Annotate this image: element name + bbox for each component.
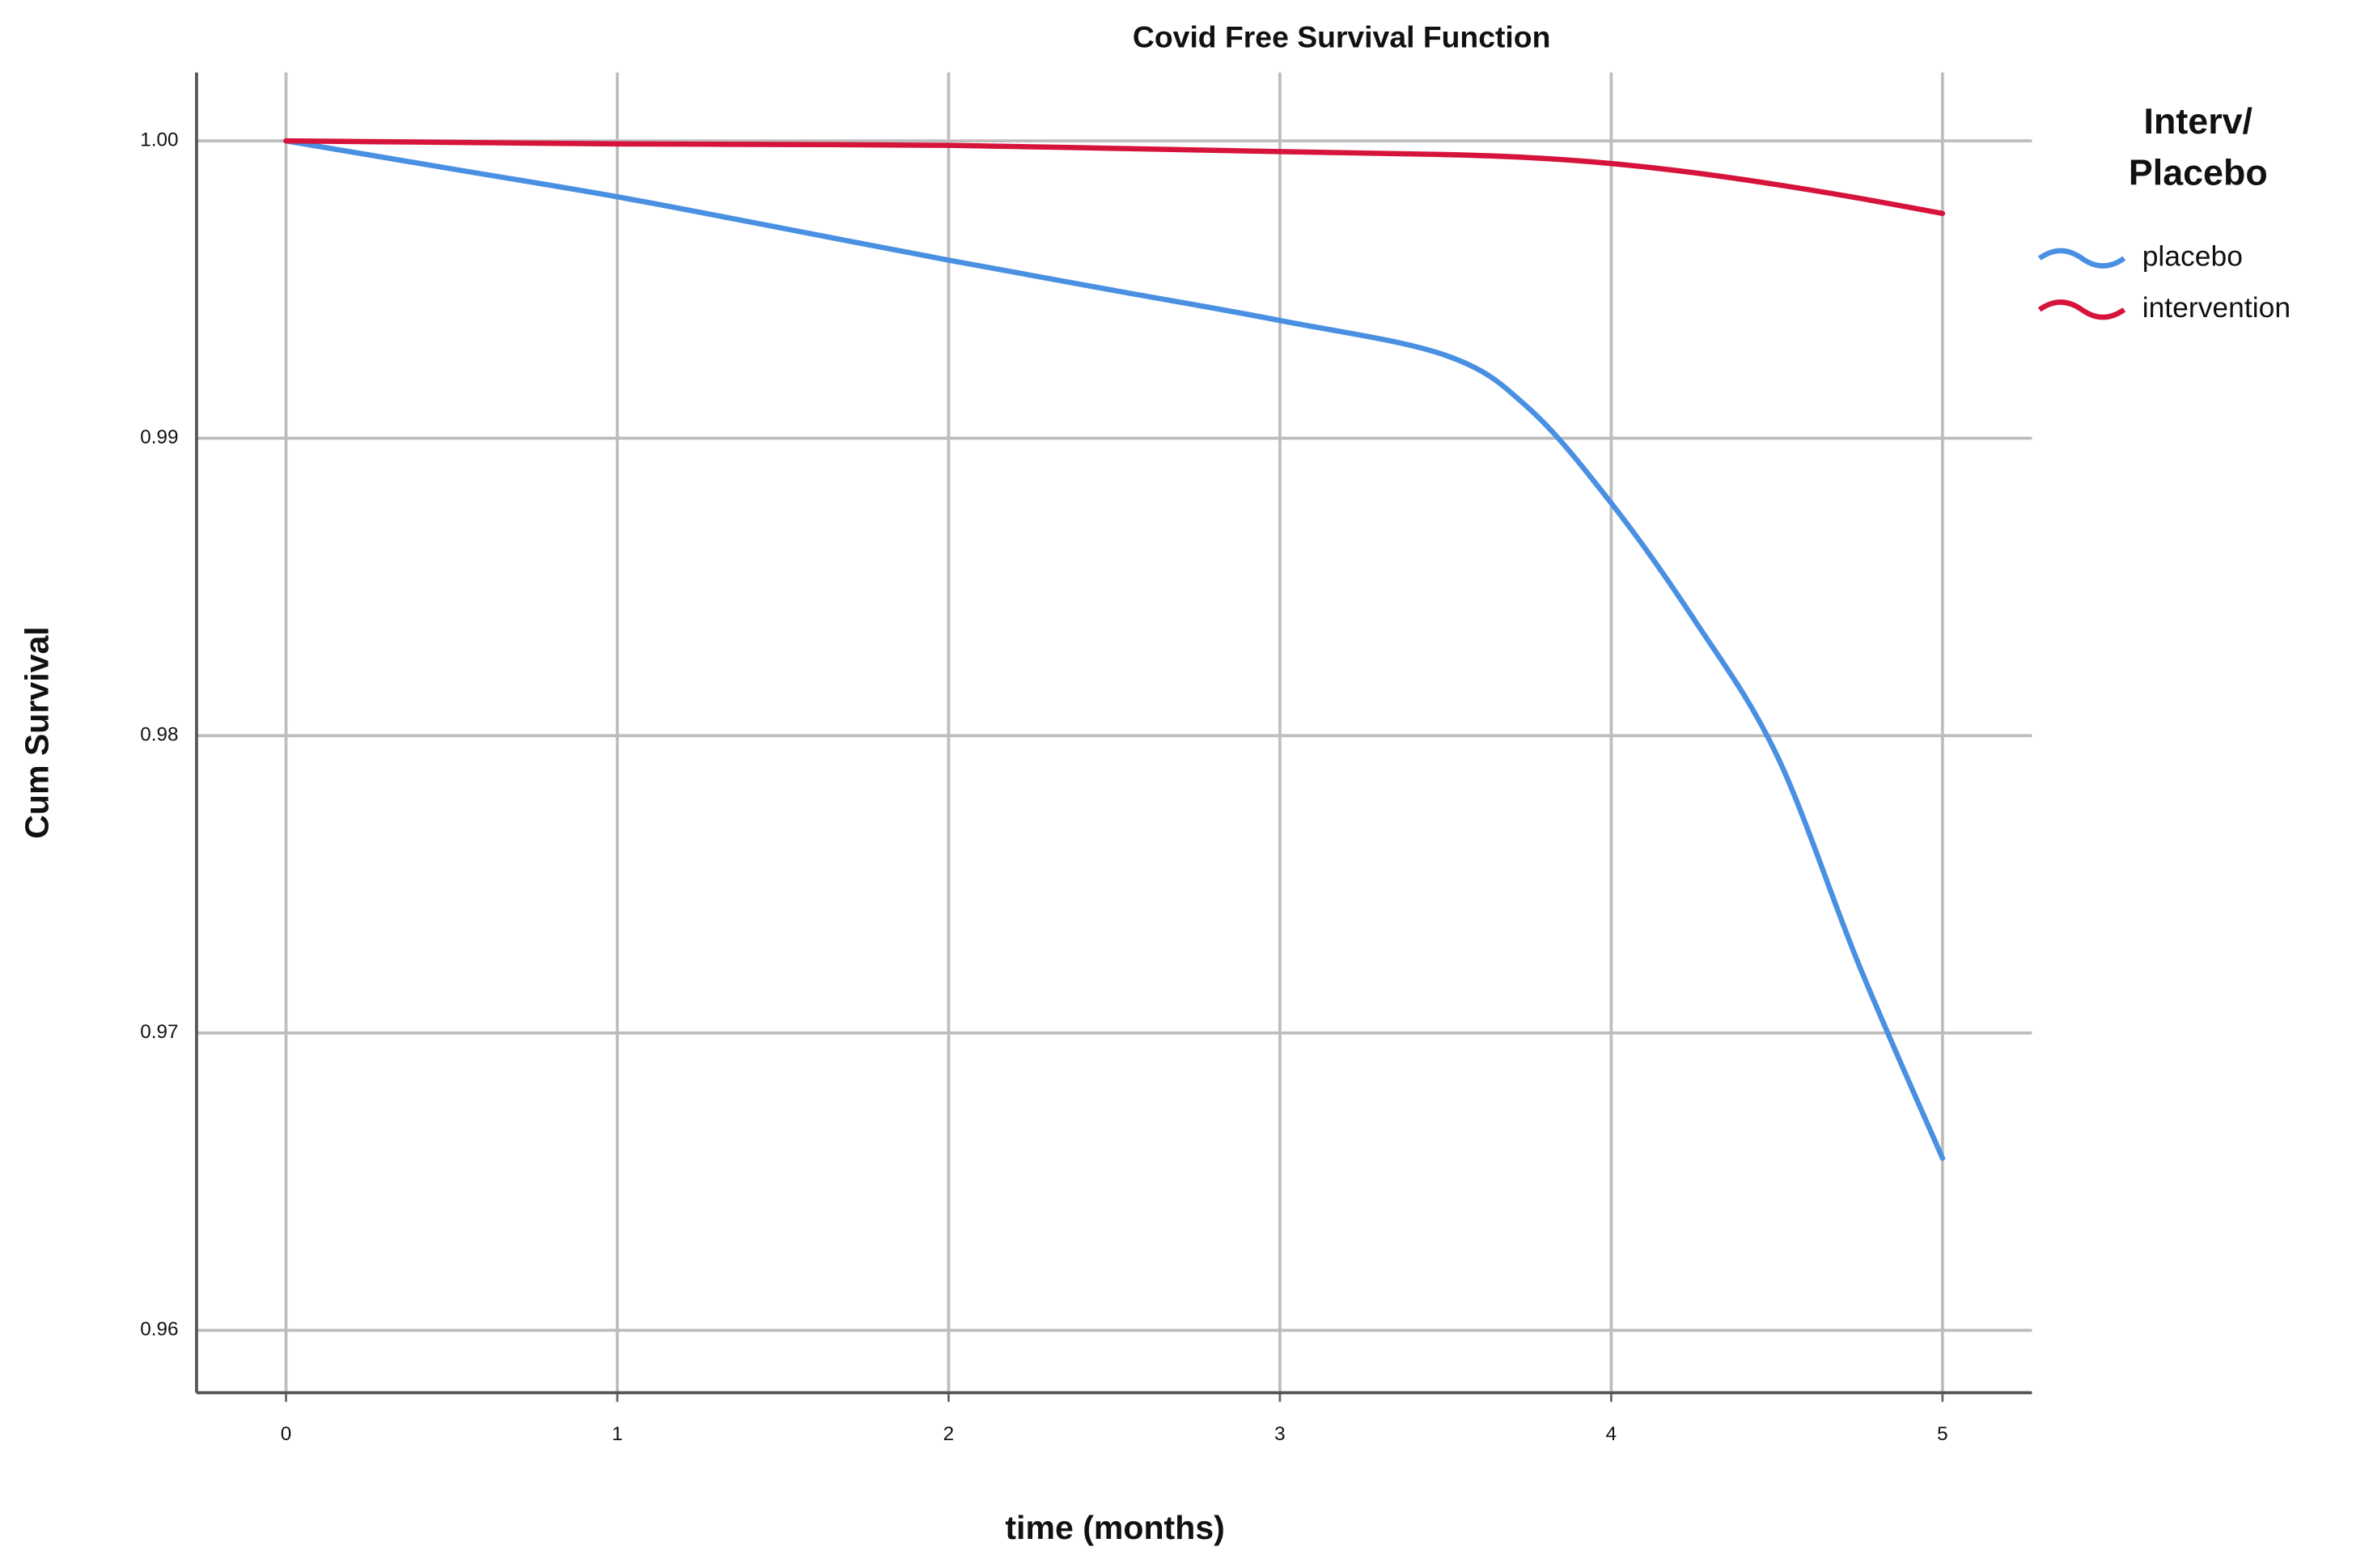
series-line <box>283 138 1946 1161</box>
x-axis-label: time (months) <box>1005 1509 1224 1546</box>
chart-title: Covid Free Survival Function <box>1133 19 1550 53</box>
y-tick-label: 1.00 <box>140 129 178 151</box>
legend-swatch <box>2037 248 2126 269</box>
y-tick-label: 0.98 <box>140 724 178 746</box>
x-tick-label: 3 <box>1274 1423 1286 1445</box>
legend-label: intervention <box>2142 291 2291 324</box>
y-tick-label: 0.99 <box>140 426 178 448</box>
legend: Interv/Placebo placebo intervention <box>2037 101 2291 324</box>
legend-title: Interv/ <box>2144 101 2253 142</box>
series-line <box>283 138 1946 217</box>
y-axis-label: Cum Survival <box>19 626 56 838</box>
legend-swatch <box>2037 299 2126 320</box>
y-tick-label: 0.97 <box>140 1021 178 1043</box>
y-tick-label: 0.96 <box>140 1319 178 1341</box>
x-tick-label: 1 <box>612 1423 623 1445</box>
legend-label: placebo <box>2142 240 2243 273</box>
x-tick-label: 5 <box>1937 1423 1948 1445</box>
legend-title: Placebo <box>2129 152 2268 193</box>
x-tick-label: 4 <box>1606 1423 1617 1445</box>
x-tick-label: 0 <box>281 1423 292 1445</box>
x-tick-label: 2 <box>943 1423 955 1445</box>
